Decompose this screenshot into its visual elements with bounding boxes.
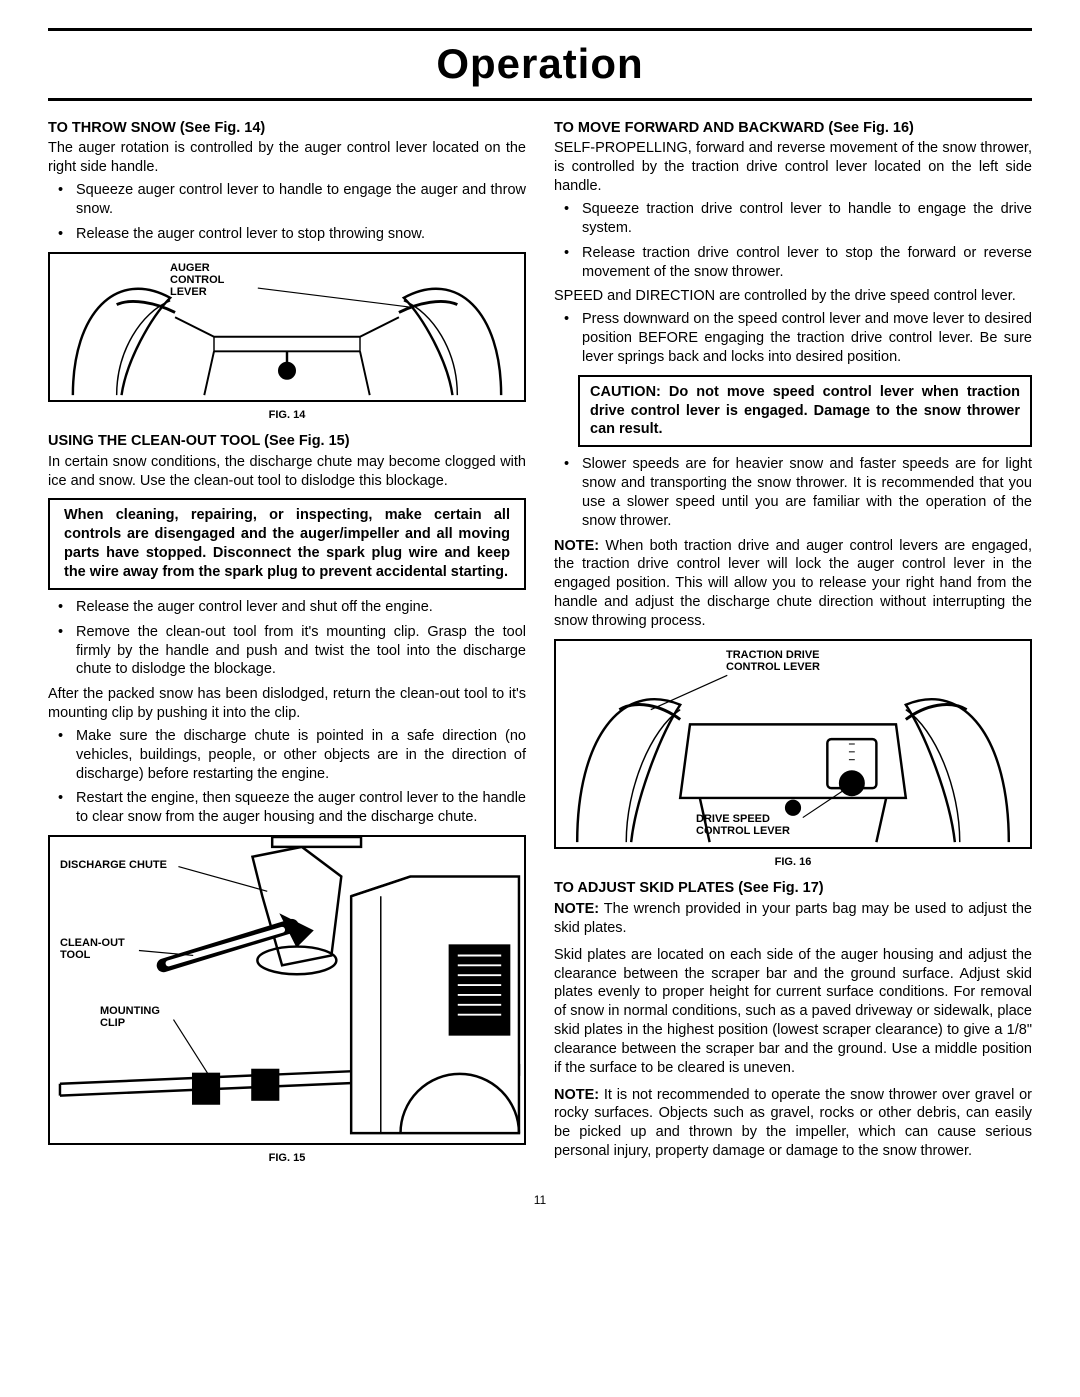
throw-snow-heading: TO THROW SNOW (See Fig. 14): [48, 119, 526, 138]
cleanout-list-1: Release the auger control lever and shut…: [48, 598, 526, 679]
move-caution-box: CAUTION: Do not move speed control lever…: [578, 375, 1032, 448]
cleanout-return: After the packed snow has been dislodged…: [48, 685, 526, 723]
fig15-label-clip-l2: CLIP: [100, 1017, 125, 1029]
cleanout-step-2: Remove the clean-out tool from it's moun…: [48, 623, 526, 680]
title-underline: [48, 98, 1032, 101]
cleanout-heading: USING THE CLEAN-OUT TOOL (See Fig. 15): [48, 432, 526, 451]
fig15-label-chute: DISCHARGE CHUTE: [60, 859, 167, 871]
fig15-label-tool: CLEAN-OUT TOOL: [60, 937, 125, 961]
fig15-label-clip-l1: MOUNTING: [100, 1005, 160, 1017]
skid-heading: TO ADJUST SKID PLATES (See Fig. 17): [554, 879, 1032, 898]
move-list-2: Press downward on the speed control leve…: [554, 310, 1032, 367]
fig14-label: AUGER CONTROL LEVER: [170, 262, 224, 298]
left-column: TO THROW SNOW (See Fig. 14) The auger ro…: [48, 115, 526, 1176]
skid-body: Skid plates are located on each side of …: [554, 946, 1032, 1078]
fig16-label-spd-l1: DRIVE SPEED: [696, 813, 770, 825]
throw-snow-step-1: Squeeze auger control lever to handle to…: [48, 181, 526, 219]
fig16-label-trac-l2: CONTROL LEVER: [726, 661, 820, 673]
fig16-label-trac-l1: TRACTION DRIVE: [726, 649, 820, 661]
fig15-svg: [50, 837, 524, 1143]
move-step-2: Release traction drive control lever to …: [554, 244, 1032, 282]
fig14-label-line1: AUGER: [170, 262, 210, 274]
fig15-label-clip: MOUNTING CLIP: [100, 1005, 160, 1029]
move-speed-intro: SPEED and DIRECTION are controlled by th…: [554, 287, 1032, 306]
figure-14: AUGER CONTROL LEVER: [48, 252, 526, 402]
cleanout-list-2: Make sure the discharge chute is pointed…: [48, 727, 526, 827]
fig15-caption: FIG. 15: [48, 1151, 526, 1165]
throw-snow-intro: The auger rotation is controlled by the …: [48, 139, 526, 177]
move-note-label: NOTE:: [554, 538, 599, 554]
throw-snow-list: Squeeze auger control lever to handle to…: [48, 181, 526, 244]
throw-snow-step-2: Release the auger control lever to stop …: [48, 225, 526, 244]
cleanout-step-4: Restart the engine, then squeeze the aug…: [48, 789, 526, 827]
fig16-label-speed: DRIVE SPEED CONTROL LEVER: [696, 813, 790, 837]
two-column-layout: TO THROW SNOW (See Fig. 14) The auger ro…: [48, 115, 1032, 1176]
move-step-3: Press downward on the speed control leve…: [554, 310, 1032, 367]
move-list-3: Slower speeds are for heavier snow and f…: [554, 455, 1032, 530]
move-list-1: Squeeze traction drive control lever to …: [554, 200, 1032, 281]
fig16-label-traction: TRACTION DRIVE CONTROL LEVER: [726, 649, 820, 673]
move-note-text: When both traction drive and auger contr…: [554, 538, 1032, 629]
skid-note1-label: NOTE:: [554, 901, 599, 917]
fig14-svg: [50, 254, 524, 400]
skid-note-2: NOTE: It is not recommended to operate t…: [554, 1086, 1032, 1161]
figure-15: DISCHARGE CHUTE CLEAN-OUT TOOL MOUNTING …: [48, 835, 526, 1145]
page-number: 11: [48, 1193, 1032, 1209]
fig14-caption: FIG. 14: [48, 408, 526, 422]
skid-note1-text: The wrench provided in your parts bag ma…: [554, 901, 1032, 936]
right-column: TO MOVE FORWARD AND BACKWARD (See Fig. 1…: [554, 115, 1032, 1176]
fig15-label-tool-l1: CLEAN-OUT: [60, 937, 125, 949]
move-heading: TO MOVE FORWARD AND BACKWARD (See Fig. 1…: [554, 119, 1032, 138]
skid-note2-label: NOTE:: [554, 1087, 599, 1103]
skid-note2-text: It is not recommended to operate the sno…: [554, 1087, 1032, 1160]
move-step-4: Slower speeds are for heavier snow and f…: [554, 455, 1032, 530]
cleanout-warning-box: When cleaning, repairing, or inspecting,…: [48, 498, 526, 589]
figure-16: TRACTION DRIVE CONTROL LEVER DRIVE SPEED…: [554, 639, 1032, 849]
move-intro: SELF-PROPELLING, forward and reverse mov…: [554, 139, 1032, 196]
fig14-label-line2: CONTROL: [170, 274, 224, 286]
skid-note-1: NOTE: The wrench provided in your parts …: [554, 900, 1032, 938]
move-step-1: Squeeze traction drive control lever to …: [554, 200, 1032, 238]
cleanout-step-3: Make sure the discharge chute is pointed…: [48, 727, 526, 784]
fig16-caption: FIG. 16: [554, 855, 1032, 869]
cleanout-intro: In certain snow conditions, the discharg…: [48, 453, 526, 491]
fig16-label-spd-l2: CONTROL LEVER: [696, 825, 790, 837]
top-rule: [48, 28, 1032, 31]
move-note: NOTE: When both traction drive and auger…: [554, 537, 1032, 631]
cleanout-step-1: Release the auger control lever and shut…: [48, 598, 526, 617]
fig14-label-line3: LEVER: [170, 286, 207, 298]
fig15-label-tool-l2: TOOL: [60, 949, 90, 961]
page-title: Operation: [48, 35, 1032, 98]
